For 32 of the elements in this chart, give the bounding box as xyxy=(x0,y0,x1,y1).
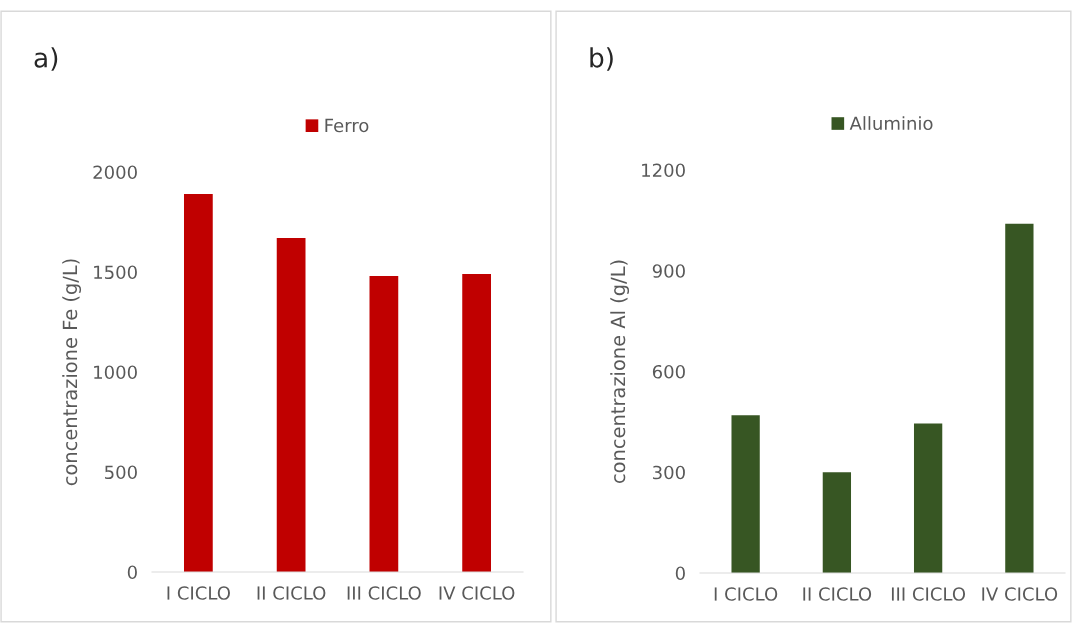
x-tick-label: II CICLO xyxy=(257,586,326,600)
y-tick-label: 1200 xyxy=(642,163,685,178)
y-tick-label: 900 xyxy=(652,264,685,278)
y-tick-label: 500 xyxy=(105,465,137,480)
bar xyxy=(822,472,852,573)
legend-label: Alluminio xyxy=(849,116,933,131)
bar xyxy=(913,423,943,573)
y-tick-label: 0 xyxy=(675,566,685,581)
text: a) xyxy=(34,47,58,71)
legend-label: Ferro xyxy=(325,118,369,133)
y-tick-label: 600 xyxy=(652,364,685,379)
bar xyxy=(1005,223,1034,573)
y-tick-label: 2000 xyxy=(93,165,137,180)
x-tick-label: I CICLO xyxy=(714,587,778,601)
x-tick-label: IV CICLO xyxy=(982,587,1058,601)
y-tick-label: 1000 xyxy=(94,365,137,380)
y-axis-title: concentrazione Al (g/L) xyxy=(610,260,630,484)
bar xyxy=(731,415,760,573)
bar xyxy=(276,238,306,572)
y-tick-label: 0 xyxy=(127,565,137,580)
bar xyxy=(369,276,399,572)
y-axis-title: concentrazione Fe (g/L) xyxy=(62,259,82,486)
y-tick-label: 300 xyxy=(653,465,685,480)
y-tick-label: 1500 xyxy=(94,265,137,280)
text: b) xyxy=(590,47,613,71)
x-tick-label: II CICLO xyxy=(803,587,872,601)
x-tick-label: IV CICLO xyxy=(439,586,515,600)
bar xyxy=(462,274,491,572)
x-tick-label: III CICLO xyxy=(891,587,966,601)
bar xyxy=(184,194,213,572)
x-tick-label: I CICLO xyxy=(167,586,230,600)
x-tick-label: III CICLO xyxy=(347,586,421,600)
